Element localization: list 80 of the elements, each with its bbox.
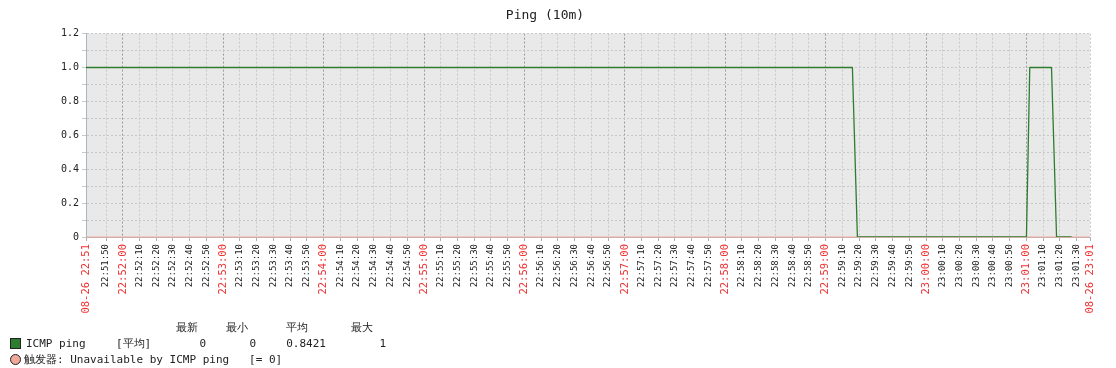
x-tick-label: 22:58:00 [717,244,730,295]
x-tick-label: 22:58:20 [753,244,764,288]
x-tick-label: 23:00:00 [918,244,931,295]
x-tick-label: 22:58:30 [769,244,780,288]
x-tick-label: 22:57:10 [635,244,646,288]
x-tick-label: 23:00:30 [970,244,981,288]
x-tick-label: 22:54:30 [368,244,379,288]
x-tick-label: 22:55:30 [468,244,479,288]
text: 0 [198,336,206,350]
chart-title: Ping (10m) [505,7,585,23]
x-tick-label: 22:57:30 [669,244,680,288]
x-tick-label: 22:54:00 [316,244,329,295]
x-tick-label: 08-26 22:51 [78,244,91,314]
x-tick-label: 23:01:30 [1070,244,1081,288]
x-tick-label: 22:59:50 [903,244,914,288]
x-tick-label: 22:53:20 [251,244,262,288]
x-tick-label: 22:53:50 [301,244,312,288]
x-tick-label: 23:00:50 [1004,244,1015,288]
x-tick-label: 23:00:20 [953,244,964,288]
text: 最小 [225,319,249,335]
x-tick-label: 23:01:00 [1019,244,1032,295]
y-tick-label: 1.2 [60,27,79,39]
x-tick-label: 22:56:20 [552,244,563,288]
x-tick-label: 22:58:50 [803,244,814,288]
x-tick-label: 22:57:40 [686,244,697,288]
x-tick-label: 22:54:50 [401,244,412,288]
text: [平均] [116,335,153,351]
x-tick-label: 22:56:50 [602,244,613,288]
x-tick-label: 22:55:20 [451,244,462,288]
x-tick-label: 22:55:50 [502,244,513,288]
x-tick-label: 22:52:00 [115,244,128,295]
x-tick-label: 23:00:10 [937,244,948,288]
x-tick-label: 23:01:10 [1037,244,1048,288]
x-tick-label: 22:52:30 [167,244,178,288]
x-tick-label: 22:56:00 [517,244,530,295]
y-tick-label: 1.0 [60,61,79,73]
text: 最大 [350,319,374,335]
x-tick-label: 08-26 23:01 [1082,244,1095,314]
x-tick-label: 22:51:50 [100,244,111,288]
x-tick-label: 22:53:10 [234,244,245,288]
x-tick-label: 22:56:30 [568,244,579,288]
x-tick-label: 22:57:00 [617,244,630,295]
y-tick-label: 0.2 [60,196,79,208]
x-tick-label: 22:55:40 [485,244,496,288]
x-tick-label: 22:56:10 [535,244,546,288]
x-tick-label: 23:00:40 [987,244,998,288]
x-tick-label: 22:52:50 [200,244,211,288]
x-tick-label: 22:54:20 [351,244,362,288]
x-tick-label: 22:55:10 [435,244,446,288]
x-tick-label: 22:53:40 [284,244,295,288]
x-tick-label: 22:59:40 [886,244,897,288]
y-tick-label: 0 [72,230,79,242]
x-tick-label: 22:59:30 [870,244,881,288]
x-tick-label: 22:59:20 [853,244,864,288]
text: 0.8421 [285,336,326,350]
x-tick-label: 22:57:50 [702,244,713,288]
x-tick-label: 22:57:20 [652,244,663,288]
x-tick-label: 22:52:20 [150,244,161,288]
x-tick-label: 22:54:40 [384,244,395,288]
x-tick-label: 22:56:40 [585,244,596,288]
x-tick-label: 22:53:30 [267,244,278,288]
x-tick-label: 22:58:40 [786,244,797,288]
text: 平均 [285,319,309,335]
y-tick-label: 0.4 [60,162,79,174]
x-tick-label: 22:54:10 [334,244,345,288]
legend-label: 触发器: Unavailable by ICMP ping [= 0] [24,351,283,367]
x-tick-label: 22:53:00 [215,244,228,295]
x-tick-label: 22:52:10 [133,244,144,288]
x-tick-label: 22:59:10 [836,244,847,288]
x-tick-label: 22:58:10 [736,244,747,288]
x-tick-label: 23:01:20 [1054,244,1065,288]
y-tick-label: 0.8 [60,94,79,106]
text: 0 [248,336,256,350]
x-tick-label: 22:52:40 [184,244,195,288]
x-tick-label: 22:55:00 [416,244,429,295]
text: 最新 [175,319,199,335]
x-tick-label: 22:59:00 [818,244,831,295]
text: 1 [378,336,386,350]
legend-label: ICMP ping [26,336,87,350]
y-tick-label: 0.6 [60,128,79,140]
